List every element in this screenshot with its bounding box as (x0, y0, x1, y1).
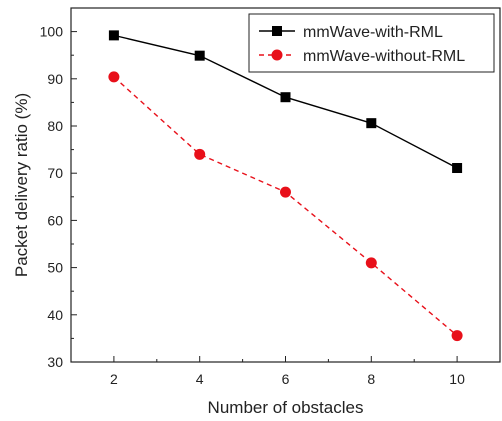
data-point (194, 148, 206, 160)
series-0 (108, 30, 463, 174)
y-tick-label: 30 (47, 354, 63, 370)
series-layer (108, 30, 463, 342)
data-point (108, 30, 119, 41)
legend-label: mmWave-with-RML (303, 24, 443, 41)
data-point (365, 257, 377, 269)
x-tick-label: 8 (367, 371, 375, 387)
data-point (452, 163, 463, 174)
data-point (451, 330, 463, 342)
y-tick-label: 40 (47, 307, 63, 323)
y-tick-label: 90 (47, 71, 63, 87)
legend-item: mmWave-without-RML (259, 48, 465, 65)
legend-box (248, 13, 495, 73)
legend-label: mmWave-without-RML (303, 48, 465, 65)
y-tick-label: 70 (47, 165, 63, 181)
x-tick-label: 2 (110, 371, 118, 387)
axes: 30 40 50 60 70 80 90 100 2 4 6 8 10 (40, 7, 501, 387)
x-tick-label: 4 (196, 371, 204, 387)
series-1 (108, 71, 463, 342)
y-tick-label: 100 (40, 24, 64, 40)
legend-marker (272, 26, 282, 36)
y-tick-label: 80 (47, 118, 63, 134)
data-point (280, 92, 291, 103)
y-axis-title: Packet delivery ratio (%) (12, 93, 31, 277)
data-point (194, 50, 205, 61)
x-tick-label: 10 (449, 371, 465, 387)
legend-item: mmWave-with-RML (259, 24, 443, 41)
series-line (113, 76, 458, 337)
legend-marker (271, 49, 283, 61)
y-tick-label: 60 (47, 212, 63, 228)
x-axis-title: Number of obstacles (208, 398, 364, 417)
data-point (108, 71, 120, 83)
data-point (280, 186, 291, 198)
data-point (366, 118, 377, 129)
y-tick-label: 50 (47, 260, 63, 276)
x-tick-label: 6 (282, 371, 290, 387)
legend: mmWave-with-RML mmWave-without-RML (248, 13, 495, 73)
